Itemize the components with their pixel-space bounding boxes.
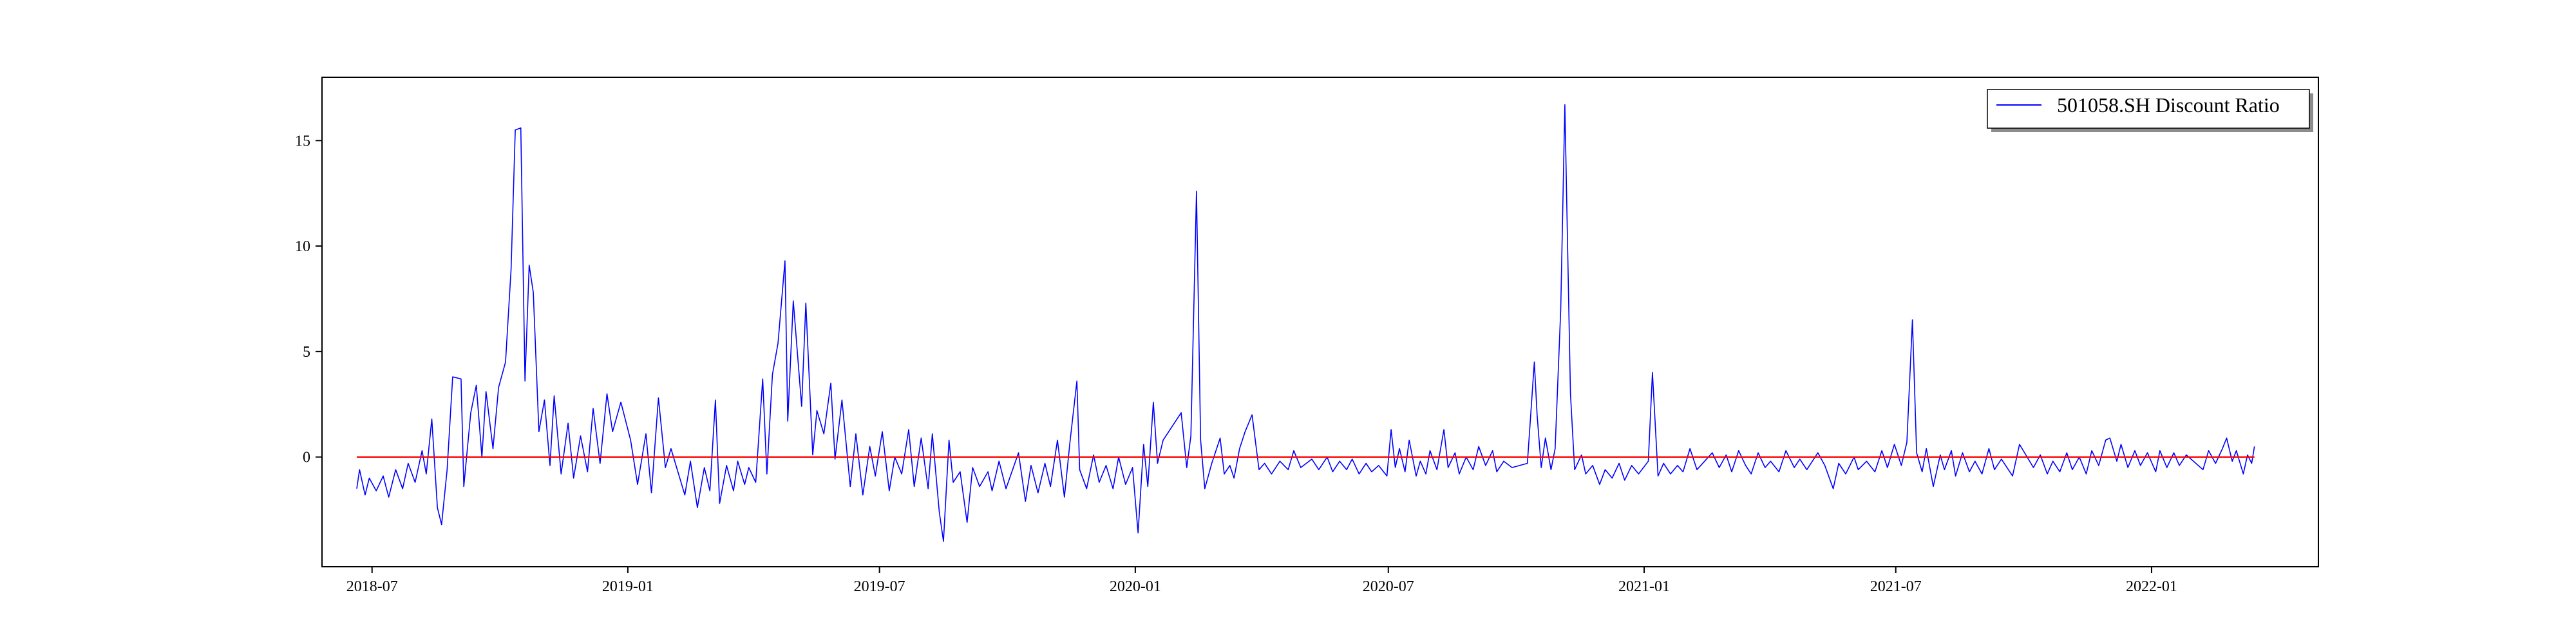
x-tick-label: 2020-01: [1110, 578, 1161, 595]
discount-ratio-series-line: [356, 104, 2255, 542]
x-tick-label: 2021-07: [1870, 578, 1922, 595]
legend-entry-label: 501058.SH Discount Ratio: [2057, 93, 2280, 117]
y-tick-label: 15: [295, 133, 310, 149]
axes: 2018-07 2019-01 2019-07 2020-01 2020-07 2021-…: [295, 133, 2177, 595]
x-tick-label: 2019-07: [854, 578, 905, 595]
x-tick-label: 2021-01: [1618, 578, 1670, 595]
y-tick-label: 5: [303, 344, 310, 361]
plot-area: [356, 104, 2255, 542]
plot-frame: [321, 77, 2319, 567]
y-tick-label: 10: [295, 238, 310, 255]
x-tick-label: 2020-07: [1363, 578, 1414, 595]
x-tick-label: 2018-07: [346, 578, 398, 595]
y-tick-label: 0: [303, 450, 310, 466]
x-tick-label: 2022-01: [2126, 578, 2177, 595]
x-tick-label: 2019-01: [602, 578, 654, 595]
legend-box: [1987, 89, 2310, 129]
legend: 501058.SH Discount Ratio: [1987, 89, 2313, 132]
